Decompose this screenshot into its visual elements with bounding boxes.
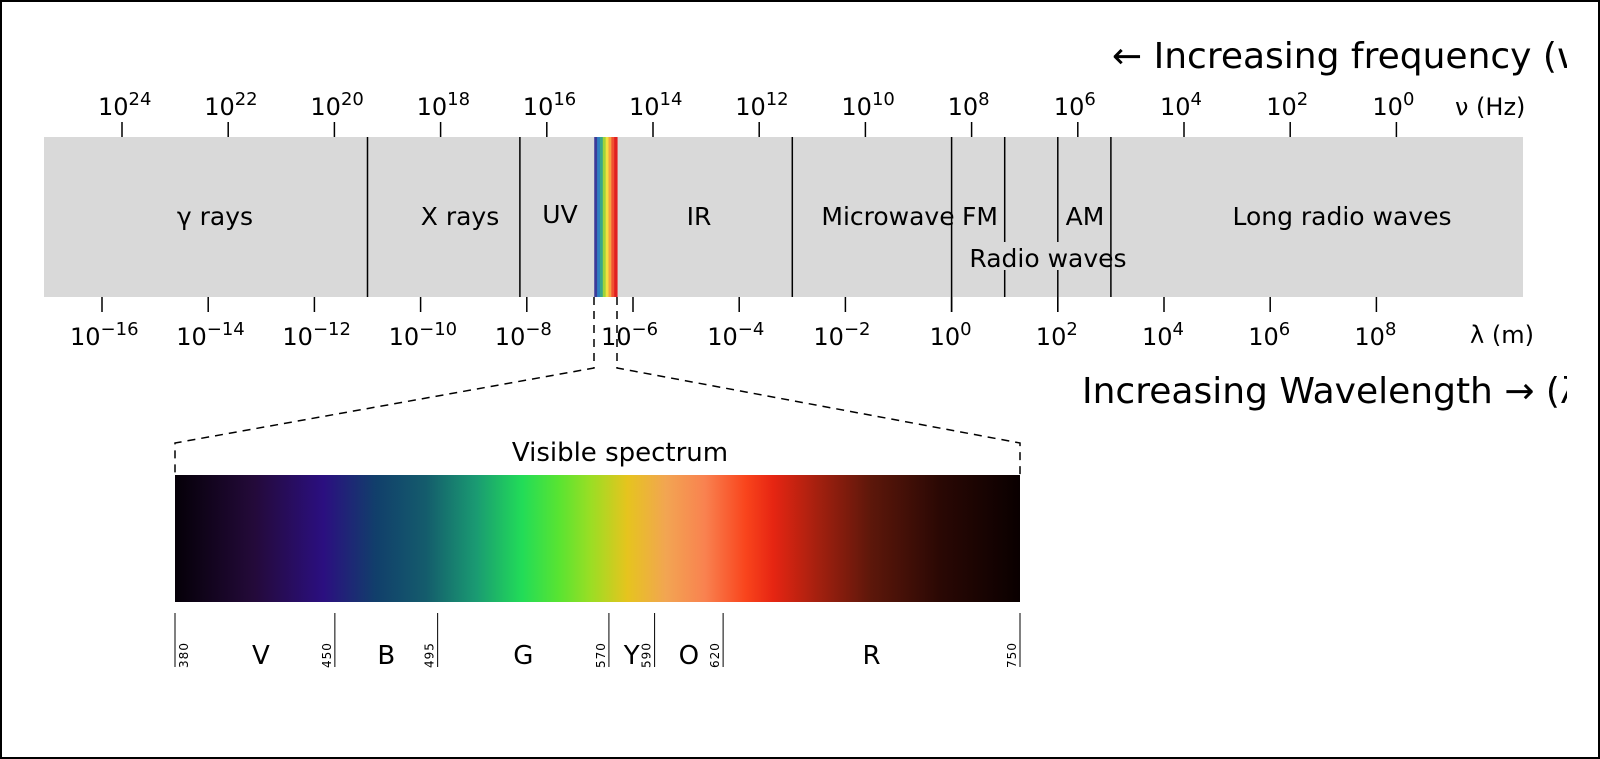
visible-boundary-label: 495 (423, 642, 437, 668)
spectrum-band (44, 137, 1523, 297)
visible-boundary-label: 590 (640, 642, 654, 668)
visible-strip-segment (605, 137, 610, 297)
wavelength-tick-label: 10−6 (601, 319, 658, 351)
visible-strip (594, 137, 618, 297)
band-label-uv: UV (542, 200, 577, 229)
visible-color-label-o: O (679, 641, 699, 671)
band-label-xray: X rays (421, 202, 500, 231)
band-label-gamma: γ rays (177, 202, 253, 231)
increasing-wavelength-label: Increasing Wavelength → (λ) (1082, 371, 1595, 412)
frequency-tick-label: 1014 (629, 89, 682, 121)
visible-color-labels: 380 450 495 570 590 620 750 V B G Y O R (174, 613, 1021, 671)
visible-strip-segment (597, 137, 601, 297)
visible-color-label-g: G (513, 641, 533, 671)
zoom-dashed-left (174, 297, 595, 475)
band-dividers (366, 137, 1112, 312)
frequency-unit-label: ν (Hz) (1455, 93, 1525, 121)
visible-color-label-r: R (863, 641, 881, 671)
visible-strip-segment (594, 137, 598, 297)
visible-spectrum-bar (175, 475, 1020, 602)
visible-boundary-label: 750 (1005, 642, 1019, 668)
visible-strip-segment (602, 137, 607, 297)
band-label-long-radio: Long radio waves (1232, 202, 1451, 231)
band-label-am: AM (1066, 202, 1105, 231)
wavelength-unit-label: λ (m) (1470, 321, 1534, 349)
visible-boundary-label: 570 (594, 642, 608, 668)
visible-color-label-b: B (377, 641, 395, 671)
visible-strip-segment (614, 137, 618, 297)
visible-color-label-y: Y (623, 641, 640, 671)
band-label-radio: Radio waves (969, 244, 1126, 273)
frequency-tick-label: 1022 (204, 89, 257, 121)
zoom-dashed-right (616, 297, 1021, 475)
frequency-ticks: 1024 1022 1020 1018 1016 1014 1012 1010 108 106 10… (98, 89, 1414, 137)
visible-spectrum-title: Visible spectrum (512, 438, 728, 468)
band-label-microwave: Microwave (821, 202, 954, 231)
visible-boundary-label: 620 (708, 642, 722, 668)
visible-strip-segment (599, 137, 604, 297)
band-label-ir: IR (687, 202, 712, 231)
frequency-tick-label: 104 (1160, 89, 1202, 121)
band-label-fm: FM (962, 202, 998, 231)
increasing-frequency-label: ← Increasing frequency (ν) (1112, 36, 1591, 77)
visible-boundary-label: 450 (320, 642, 334, 668)
visible-boundary-label: 380 (177, 642, 191, 668)
visible-strip-segment (608, 137, 612, 297)
visible-strip-segment (611, 137, 615, 297)
visible-color-label-v: V (252, 641, 270, 671)
